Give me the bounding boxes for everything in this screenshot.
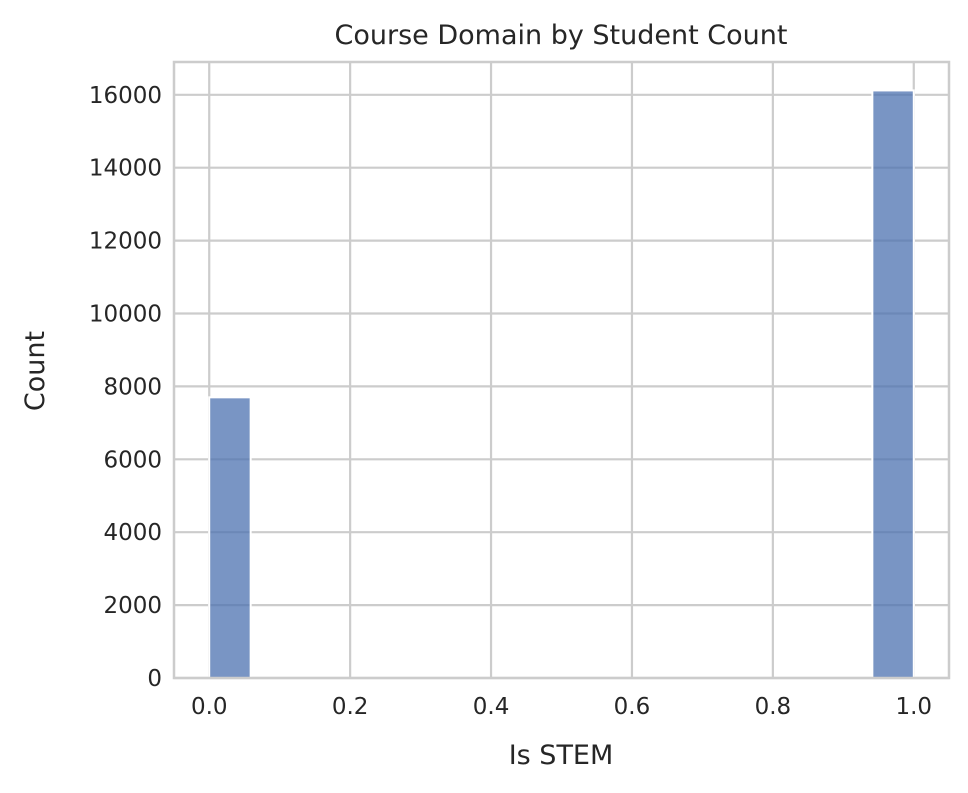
y-tick-label: 16000 (89, 83, 162, 109)
x-tick-label: 0.0 (191, 694, 228, 720)
y-axis-label: Count (20, 331, 51, 411)
y-tick-label: 10000 (89, 302, 162, 328)
x-tick-label: 0.8 (755, 694, 792, 720)
bars (208, 89, 915, 679)
x-tick-label: 0.2 (332, 694, 369, 720)
grid (174, 62, 949, 680)
y-tick-label: 8000 (103, 374, 162, 400)
y-tick-label: 0 (147, 666, 162, 692)
x-tick-label: 0.6 (614, 694, 651, 720)
plot-frame (172, 60, 951, 680)
x-tick-label: 0.4 (473, 694, 510, 720)
x-axis-label: Is STEM (509, 740, 614, 771)
y-tick-label: 6000 (103, 447, 162, 473)
x-tick-label: 1.0 (895, 694, 932, 720)
y-tick-label: 14000 (89, 156, 162, 182)
histogram-bar (871, 89, 915, 679)
x-axis-ticks: 0.0 0.2 0.4 0.6 0.8 1.0 (191, 694, 932, 720)
y-tick-label: 2000 (103, 593, 162, 619)
y-tick-label: 12000 (89, 229, 162, 255)
histogram-bar (208, 396, 252, 679)
y-axis-ticks: 0 2000 4000 6000 8000 10000 12000 14000 16000 (89, 83, 162, 692)
chart-title: Course Domain by Student Count (335, 20, 788, 51)
y-tick-label: 4000 (103, 520, 162, 546)
